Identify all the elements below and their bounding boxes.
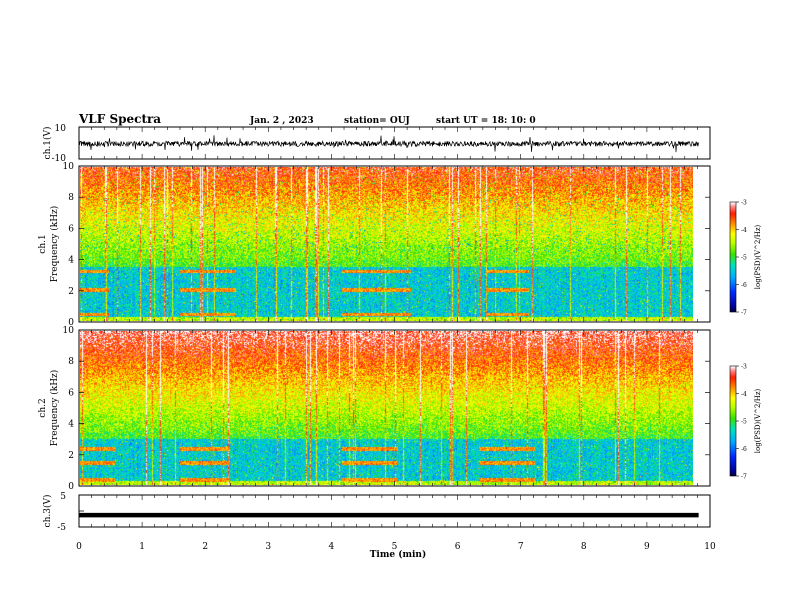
x-tick-label: 0 [76,542,82,552]
ch2-spectrogram-image [80,331,693,485]
x-tick-label: 2 [202,542,208,552]
ch1-waveform-trace [78,135,699,153]
x-tick-label: 3 [265,542,271,552]
y-tick-label: 10 [63,162,75,172]
ch3-ytick-top: 5 [60,492,66,502]
ch1-ylabel-top: ch.1 [38,234,48,253]
y-tick-label: 0 [68,318,74,328]
ch1-ytick-top: 10 [55,124,67,134]
x-axis-label: Time (min) [370,549,427,560]
ch1-ytick-bottom: -10 [52,154,67,164]
y-tick-label: 4 [68,420,74,430]
y-tick-label: 10 [63,326,75,336]
ch3-ytick-bottom: -5 [57,523,66,533]
x-tick-label: 1 [139,542,145,552]
x-tick-label: 7 [518,542,524,552]
x-tick-label: 4 [329,542,335,552]
colorbar-tick-label: -6 [741,282,747,289]
y-tick-label: 8 [68,357,74,367]
figure-title: VLF Spectra [78,112,161,126]
ch1-ylabel: ch.1(V) [42,127,53,160]
ch3-ylabel: ch.3(V) [42,495,53,528]
ch1-colorbar-label: log(PSD)(V^2/Hz) [754,224,762,289]
x-tick-label: 6 [455,542,461,552]
y-tick-label: 4 [68,256,74,266]
x-tick-label: 9 [644,542,650,552]
x-tick-labels: 0 1 2 3 4 5 6 7 8 9 10 [76,542,716,552]
ch2-colorbar [730,366,736,476]
ch3-waveform-frame [78,494,711,528]
x-tick-marks [78,127,711,527]
ch1-colorbar [730,202,736,312]
ch1-ylabel: Frequency (kHz) [49,206,60,283]
y-tick-label: 8 [68,193,74,203]
y-tick-label: 6 [68,224,74,234]
x-tick-label: 10 [704,542,716,552]
station-label: station= OUJ [344,116,410,126]
colorbar-tick-label: -4 [741,391,747,398]
ch1-spectrogram-image [80,167,693,321]
y-tick-label: 2 [68,451,74,461]
colorbar-tick-label: -3 [741,200,747,207]
y-tick-label: 2 [68,287,74,297]
ch2-ylabel: Frequency (kHz) [49,370,60,447]
ch1-waveform-panel: 10 -10 ch.1(V) [42,124,711,164]
colorbar-tick-label: -5 [741,419,747,426]
x-tick-label: 5 [392,542,398,552]
x-tick-label: 8 [581,542,587,552]
date-label: Jan. 2 , 2023 [249,116,314,126]
colorbar-tick-label: -4 [741,227,747,234]
colorbar-tick-label: -7 [741,474,747,481]
ch2-colorbar-label: log(PSD)(V^2/Hz) [754,388,762,453]
colorbar-tick-label: -7 [741,310,747,317]
ch2-ylabel-top: ch.2 [38,398,48,417]
y-tick-label: 0 [68,482,74,492]
y-tick-label: 6 [68,388,74,398]
colorbar-tick-label: -5 [741,255,747,262]
colorbar-tick-label: -3 [741,364,747,371]
ch3-waveform-panel: 5 -5 ch.3(V) [42,492,711,533]
start-time-label: start UT = 18: 10: 0 [436,116,536,126]
colorbar-tick-label: -6 [741,446,747,453]
